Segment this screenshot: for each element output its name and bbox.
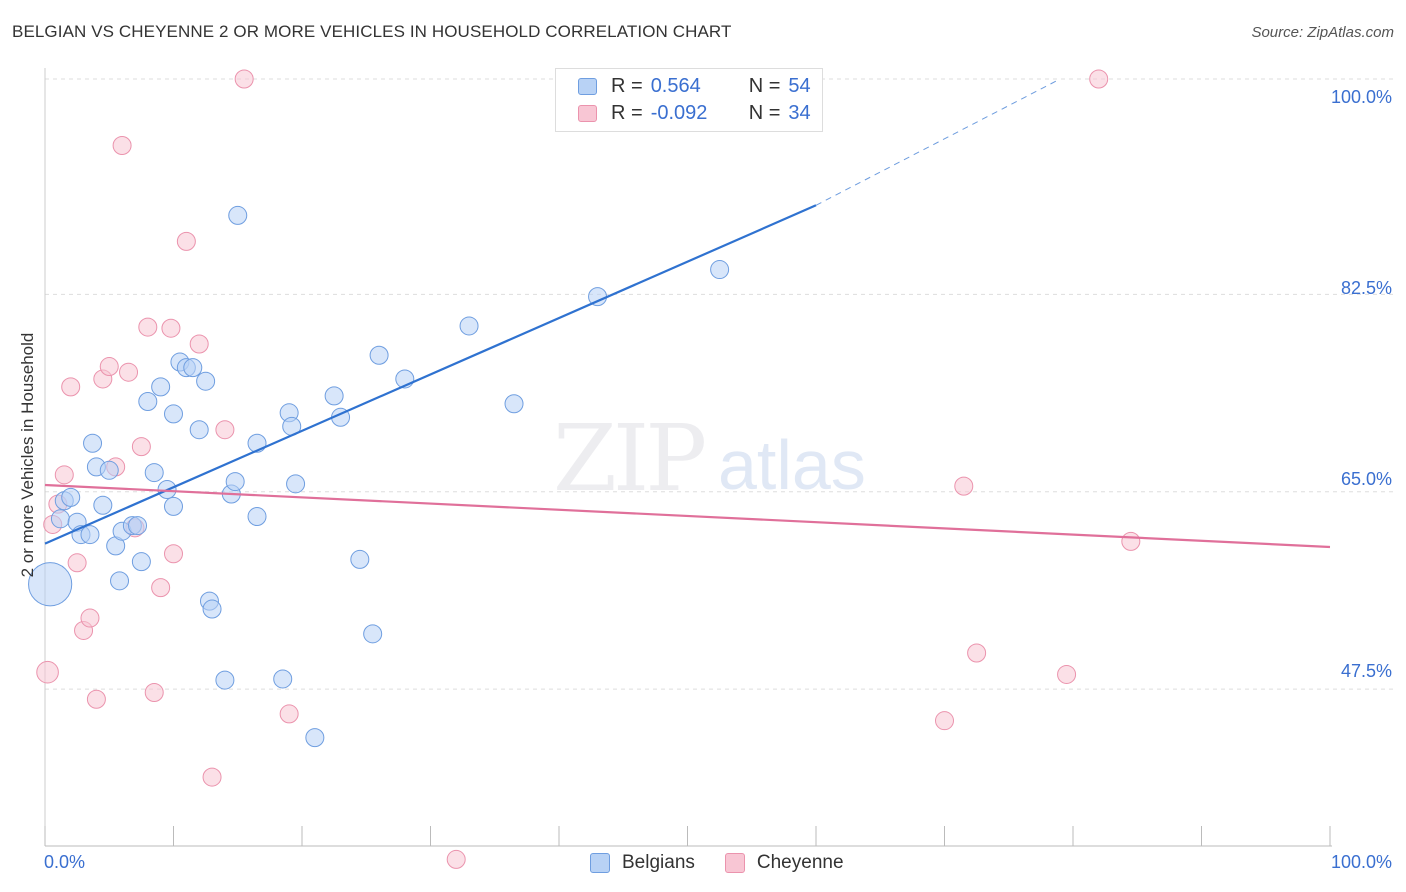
n-label: N = <box>748 74 781 97</box>
belgians-point <box>61 487 81 507</box>
belgians-point <box>183 358 203 378</box>
belgians-trend-line <box>44 204 817 545</box>
n-label: N = <box>748 101 781 124</box>
belgians-point <box>164 404 183 424</box>
belgians-swatch <box>578 77 597 95</box>
cheyenne-swatch <box>724 853 745 873</box>
correlation-legend: R = 0.564 N = 54 R = -0.092 N = 34 <box>555 68 823 132</box>
cheyenne-point <box>279 704 299 724</box>
belgians-point <box>459 316 479 336</box>
r-value-cheyenne: -0.092 <box>650 101 708 124</box>
n-value-cheyenne: 34 <box>788 101 811 124</box>
cheyenne-point <box>54 465 74 485</box>
belgians-point <box>305 728 325 748</box>
cheyenne-point <box>234 69 254 89</box>
belgians-point <box>151 377 171 397</box>
cheyenne-point <box>36 660 59 684</box>
watermark-atlas: atlas <box>718 426 866 504</box>
belgians-point <box>144 463 164 483</box>
belgians-point <box>504 394 524 414</box>
belgians-point <box>369 345 389 365</box>
cheyenne-point <box>80 608 100 628</box>
cheyenne-point <box>138 317 158 337</box>
cheyenne-point <box>935 711 954 731</box>
belgians-point <box>202 599 222 619</box>
belgians-point <box>363 624 383 644</box>
cheyenne-point <box>61 377 81 397</box>
legend-row-belgians: R = 0.564 N = 54 <box>578 73 811 99</box>
y-axis-label: 2 or more Vehicles in Household <box>18 332 37 578</box>
cheyenne-point <box>446 849 466 869</box>
belgians-point <box>110 571 130 591</box>
belgians-point <box>80 525 100 545</box>
cheyenne-point <box>131 437 151 457</box>
series-legend: Belgians Cheyenne <box>590 852 874 874</box>
y-tick-100: 100.0% <box>1330 87 1392 107</box>
cheyenne-point <box>967 643 987 663</box>
belgians-point <box>273 669 293 689</box>
belgians-point <box>189 420 209 440</box>
belgians-trend-extension <box>815 78 1061 206</box>
cheyenne-swatch <box>578 104 597 122</box>
legend-label-belgians: Belgians <box>622 852 695 873</box>
belgians-point <box>324 386 344 406</box>
belgians-point <box>196 371 216 391</box>
belgians-point <box>50 509 70 529</box>
cheyenne-point <box>99 357 119 377</box>
cheyenne-point <box>151 578 171 598</box>
legend-row-cheyenne: R = -0.092 N = 34 <box>578 100 811 126</box>
belgians-point <box>286 474 306 494</box>
r-value-belgians: 0.564 <box>650 74 701 97</box>
belgians-point <box>93 495 113 515</box>
n-value-belgians: 54 <box>788 74 811 97</box>
cheyenne-point <box>1057 664 1077 684</box>
cheyenne-point <box>202 767 222 787</box>
belgians-point <box>228 205 248 225</box>
y-tick-65: 65.0% <box>1340 469 1392 489</box>
cheyenne-point <box>1089 69 1109 89</box>
belgians-point <box>247 507 267 527</box>
belgians-point <box>164 496 183 516</box>
x-tick-max: 100.0% <box>1330 852 1392 872</box>
belgians-point <box>215 670 235 690</box>
y-tick-47-5: 47.5% <box>1340 661 1392 681</box>
cheyenne-trend-line <box>44 483 1331 549</box>
y-tick-82-5: 82.5% <box>1340 278 1392 298</box>
cheyenne-point <box>164 544 183 564</box>
belgians-point <box>99 460 119 480</box>
belgians-swatch <box>590 853 610 873</box>
chart-title: BELGIAN VS CHEYENNE 2 OR MORE VEHICLES I… <box>12 22 732 41</box>
cheyenne-point <box>215 420 235 440</box>
cheyenne-point <box>161 318 181 338</box>
cheyenne-point <box>67 553 87 573</box>
x-tick-min: 0.0% <box>44 852 86 872</box>
cheyenne-point <box>112 135 132 155</box>
cheyenne-point <box>86 689 106 709</box>
cheyenne-point <box>176 231 196 251</box>
r-label: R = <box>611 74 643 97</box>
belgians-point <box>128 516 148 536</box>
belgians-point <box>83 433 103 453</box>
belgians-point <box>138 392 158 412</box>
belgians-point <box>131 552 151 572</box>
source-label: Source: ZipAtlas.com <box>1251 24 1394 41</box>
belgians-point <box>225 472 245 492</box>
cheyenne-point <box>119 362 139 382</box>
cheyenne-point <box>1121 531 1141 551</box>
belgians-point <box>28 562 73 607</box>
cheyenne-point <box>189 334 209 354</box>
legend-item-cheyenne[interactable]: Cheyenne <box>724 852 844 874</box>
r-label: R = <box>611 101 643 124</box>
cheyenne-point <box>954 476 974 496</box>
legend-item-belgians[interactable]: Belgians <box>590 852 695 874</box>
watermark-zip: ZIP <box>553 405 707 512</box>
cheyenne-point <box>144 682 164 702</box>
legend-label-cheyenne: Cheyenne <box>756 852 844 873</box>
belgians-point <box>350 549 370 569</box>
belgians-point <box>710 260 730 280</box>
